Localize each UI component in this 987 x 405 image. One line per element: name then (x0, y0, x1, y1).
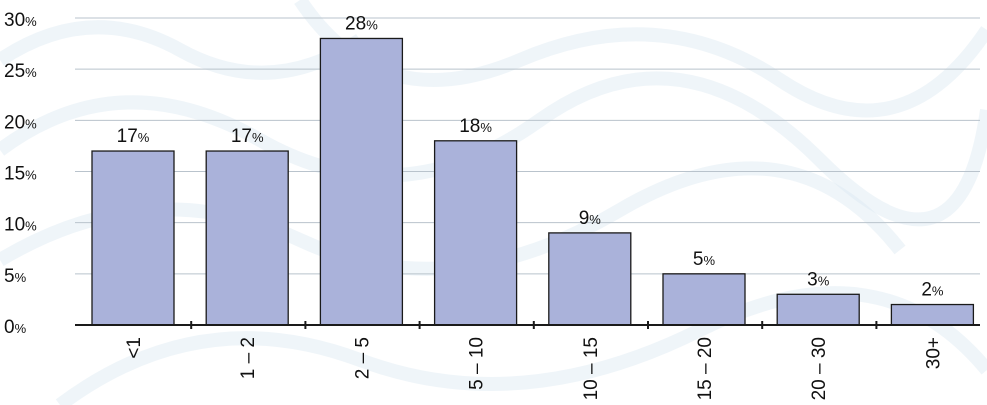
bar-value-label: 5% (693, 249, 716, 270)
x-category-label: 15 – 20 (695, 337, 716, 400)
bar-value-label: 17% (117, 126, 150, 147)
y-tick-suffix: % (25, 219, 37, 234)
bar-value-suffix: % (366, 17, 378, 32)
y-tick-suffix: % (15, 270, 27, 285)
bar-value-label: 28% (345, 13, 378, 34)
x-category-label: 30+ (923, 337, 944, 369)
bar-value-suffix: % (704, 253, 716, 268)
y-tick-label: 15% (4, 164, 37, 185)
bar-value-label: 2% (921, 280, 944, 301)
bar-value-label: 9% (579, 208, 602, 229)
y-tick-label: 25% (4, 61, 37, 82)
labels: 0% 5% 10% 15% 20% 25% 30% 17% <1 17% 1 – 2 28% 2 – 5… (4, 10, 944, 400)
background-swirl (0, 20, 364, 80)
bar (776, 293, 860, 326)
y-tick-label: 30% (4, 10, 37, 31)
axes (75, 321, 980, 329)
bar (91, 150, 175, 326)
bar (890, 303, 975, 326)
x-category-label: 1 – 2 (238, 337, 259, 379)
y-tick-suffix: % (25, 168, 37, 183)
bar (205, 150, 289, 326)
y-tick-suffix: % (25, 65, 37, 80)
y-tick-suffix: % (25, 14, 37, 29)
x-category-label: 2 – 5 (352, 337, 373, 379)
y-tick-suffix: % (15, 321, 27, 336)
bar-value-suffix: % (480, 120, 492, 135)
bar-value-suffix: % (138, 130, 150, 145)
x-category-label: 10 – 15 (581, 337, 602, 400)
y-tick-label: 5% (4, 266, 27, 287)
bar-value-suffix: % (818, 273, 830, 288)
x-category-label: <1 (124, 337, 145, 359)
bar-value-label: 17% (231, 126, 264, 147)
bar-value-label: 3% (807, 269, 830, 290)
bar (662, 273, 746, 326)
bar-value-suffix: % (932, 284, 944, 299)
bar (319, 37, 404, 326)
y-tick-label: 10% (4, 215, 37, 236)
bar-value-suffix: % (589, 212, 601, 227)
bars (91, 37, 975, 326)
y-tick-suffix: % (25, 116, 37, 131)
x-category-label: 20 – 30 (809, 337, 830, 400)
y-tick-label: 20% (4, 112, 37, 133)
bar-value-label: 18% (459, 116, 492, 137)
bar-value-suffix: % (252, 130, 264, 145)
bar (433, 140, 518, 326)
bar (548, 232, 632, 326)
y-tick-label: 0% (4, 317, 27, 338)
x-category-label: 5 – 10 (467, 337, 488, 390)
